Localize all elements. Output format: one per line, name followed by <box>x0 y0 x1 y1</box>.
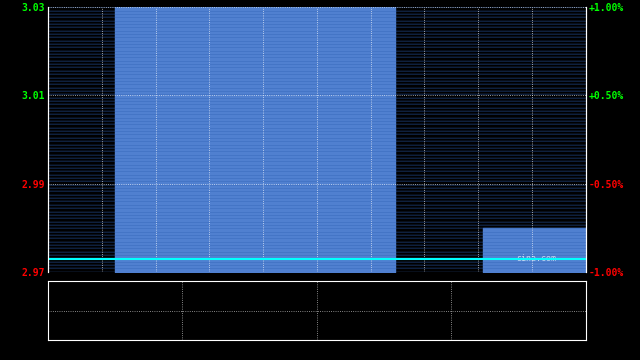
Text: sina.com: sina.com <box>516 254 556 263</box>
